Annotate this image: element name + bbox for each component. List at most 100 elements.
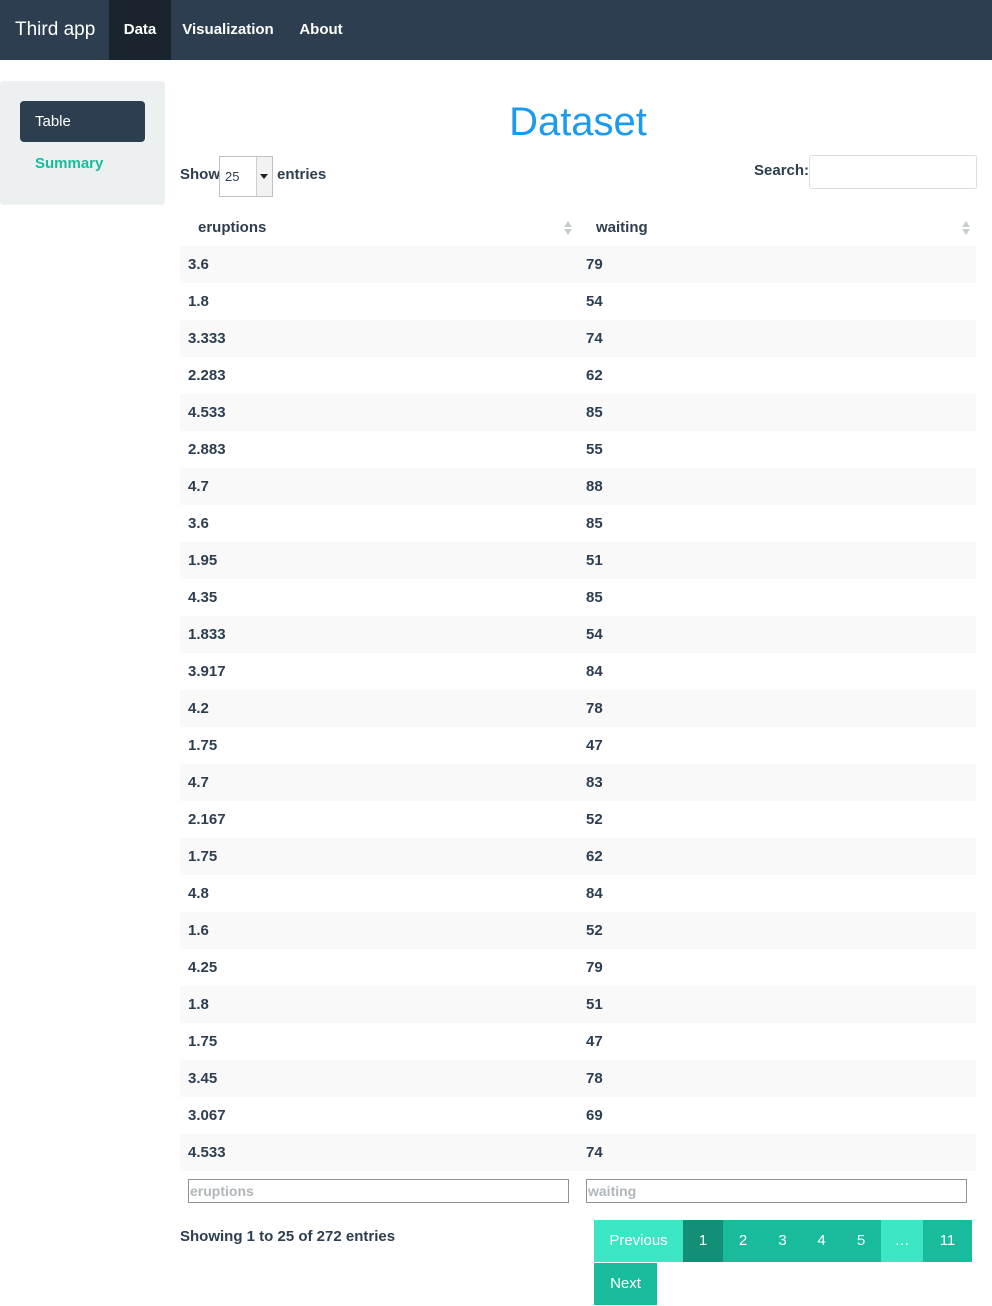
page-button-3[interactable]: 3 bbox=[763, 1220, 802, 1262]
previous-button[interactable]: Previous bbox=[594, 1220, 683, 1262]
cell-eruptions: 1.75 bbox=[188, 737, 218, 754]
page-title: Dataset bbox=[509, 100, 647, 144]
cell-waiting: 84 bbox=[586, 663, 603, 680]
table-row[interactable]: 1.6 52 bbox=[180, 912, 976, 949]
cell-waiting: 84 bbox=[586, 885, 603, 902]
cell-eruptions: 4.2 bbox=[188, 700, 209, 717]
table-row[interactable]: 4.8 84 bbox=[180, 875, 976, 912]
cell-eruptions: 3.6 bbox=[188, 256, 209, 273]
cell-eruptions: 4.7 bbox=[188, 774, 209, 791]
cell-eruptions: 3.917 bbox=[188, 663, 226, 680]
cell-waiting: 85 bbox=[586, 515, 603, 532]
search-input[interactable] bbox=[809, 155, 977, 189]
page-button-2[interactable]: 2 bbox=[723, 1220, 763, 1262]
nav-tab-about[interactable]: About bbox=[299, 21, 343, 38]
cell-eruptions: 3.067 bbox=[188, 1107, 226, 1124]
page-button-1[interactable]: 1 bbox=[683, 1220, 723, 1262]
table-row[interactable]: 4.533 74 bbox=[180, 1134, 976, 1171]
cell-eruptions: 1.75 bbox=[188, 1033, 218, 1050]
cell-waiting: 54 bbox=[586, 293, 603, 310]
sidebar-panel: Table bbox=[0, 81, 165, 205]
cell-eruptions: 4.8 bbox=[188, 885, 209, 902]
cell-eruptions: 4.533 bbox=[188, 404, 226, 421]
next-button[interactable]: Next bbox=[594, 1263, 657, 1305]
cell-eruptions: 3.6 bbox=[188, 515, 209, 532]
cell-eruptions: 1.95 bbox=[188, 552, 218, 569]
cell-waiting: 79 bbox=[586, 256, 603, 273]
eruptions-filter-input[interactable] bbox=[188, 1179, 569, 1203]
cell-waiting: 47 bbox=[586, 737, 603, 754]
cell-waiting: 85 bbox=[586, 589, 603, 606]
cell-waiting: 62 bbox=[586, 367, 603, 384]
page-length-value: 25 bbox=[225, 169, 240, 184]
table-row[interactable]: 4.35 85 bbox=[180, 579, 976, 616]
cell-eruptions: 3.45 bbox=[188, 1070, 218, 1087]
cell-waiting: 78 bbox=[586, 1070, 603, 1087]
table-body: 3.6 79 1.8 54 3.333 74 2.283 62 4.533 85 2.883 55 4.… bbox=[180, 246, 976, 1171]
cell-waiting: 88 bbox=[586, 478, 603, 495]
sidebar-item-table[interactable]: Table bbox=[20, 101, 145, 142]
table-row[interactable]: 2.883 55 bbox=[180, 431, 976, 468]
nav-tab-data[interactable]: Data bbox=[109, 0, 171, 60]
waiting-filter-input[interactable] bbox=[586, 1179, 967, 1203]
entries-label: entries bbox=[277, 166, 327, 183]
table-row[interactable]: 1.75 62 bbox=[180, 838, 976, 875]
table-row[interactable]: 1.833 54 bbox=[180, 616, 976, 653]
cell-waiting: 74 bbox=[586, 1144, 603, 1161]
page-button-4[interactable]: 4 bbox=[802, 1220, 841, 1262]
column-header-eruptions[interactable]: eruptions bbox=[198, 219, 267, 236]
cell-waiting: 47 bbox=[586, 1033, 603, 1050]
cell-eruptions: 4.25 bbox=[188, 959, 218, 976]
cell-eruptions: 4.35 bbox=[188, 589, 218, 606]
table-row[interactable]: 1.8 51 bbox=[180, 986, 976, 1023]
cell-waiting: 74 bbox=[586, 330, 603, 347]
table-row[interactable]: 3.6 85 bbox=[180, 505, 976, 542]
table-row[interactable]: 3.45 78 bbox=[180, 1060, 976, 1097]
navbar: Third app Data Visualization About bbox=[0, 0, 992, 60]
table-row[interactable]: 4.7 88 bbox=[180, 468, 976, 505]
table-row[interactable]: 1.8 54 bbox=[180, 283, 976, 320]
cell-eruptions: 2.283 bbox=[188, 367, 226, 384]
nav-tab-visualization[interactable]: Visualization bbox=[182, 21, 274, 38]
cell-eruptions: 1.75 bbox=[188, 848, 218, 865]
cell-eruptions: 1.833 bbox=[188, 626, 226, 643]
cell-waiting: 51 bbox=[586, 996, 603, 1013]
cell-eruptions: 1.8 bbox=[188, 293, 209, 310]
table-row[interactable]: 3.6 79 bbox=[180, 246, 976, 283]
cell-waiting: 79 bbox=[586, 959, 603, 976]
cell-eruptions: 2.167 bbox=[188, 811, 226, 828]
table-row[interactable]: 3.333 74 bbox=[180, 320, 976, 357]
show-label: Show bbox=[180, 166, 220, 183]
column-header-waiting[interactable]: waiting bbox=[596, 219, 648, 236]
table-row[interactable]: 1.75 47 bbox=[180, 1023, 976, 1060]
table-row[interactable]: 4.25 79 bbox=[180, 949, 976, 986]
sort-icon[interactable] bbox=[962, 219, 970, 237]
cell-eruptions: 1.8 bbox=[188, 996, 209, 1013]
cell-waiting: 78 bbox=[586, 700, 603, 717]
cell-waiting: 52 bbox=[586, 811, 603, 828]
table-row[interactable]: 3.067 69 bbox=[180, 1097, 976, 1134]
cell-waiting: 85 bbox=[586, 404, 603, 421]
search-label: Search: bbox=[754, 162, 810, 179]
table-row[interactable]: 2.283 62 bbox=[180, 357, 976, 394]
table-row[interactable]: 4.7 83 bbox=[180, 764, 976, 801]
app-brand[interactable]: Third app bbox=[15, 19, 96, 40]
table-row[interactable]: 4.533 85 bbox=[180, 394, 976, 431]
page-button-5[interactable]: 5 bbox=[841, 1220, 881, 1262]
cell-eruptions: 1.6 bbox=[188, 922, 209, 939]
table-row[interactable]: 4.2 78 bbox=[180, 690, 976, 727]
table-row[interactable]: 2.167 52 bbox=[180, 801, 976, 838]
table-row[interactable]: 1.75 47 bbox=[180, 727, 976, 764]
table-row[interactable]: 1.95 51 bbox=[180, 542, 976, 579]
table-row[interactable]: 3.917 84 bbox=[180, 653, 976, 690]
table-info: Showing 1 to 25 of 272 entries bbox=[180, 1228, 396, 1245]
page-length-select[interactable]: 25 bbox=[219, 156, 273, 197]
page-button-11[interactable]: 11 bbox=[923, 1220, 972, 1262]
sidebar-item-summary[interactable]: Summary bbox=[35, 155, 104, 172]
chevron-down-icon[interactable] bbox=[256, 157, 272, 196]
cell-waiting: 51 bbox=[586, 552, 603, 569]
cell-waiting: 54 bbox=[586, 626, 603, 643]
cell-waiting: 69 bbox=[586, 1107, 603, 1124]
cell-waiting: 52 bbox=[586, 922, 603, 939]
sort-icon[interactable] bbox=[564, 219, 572, 237]
